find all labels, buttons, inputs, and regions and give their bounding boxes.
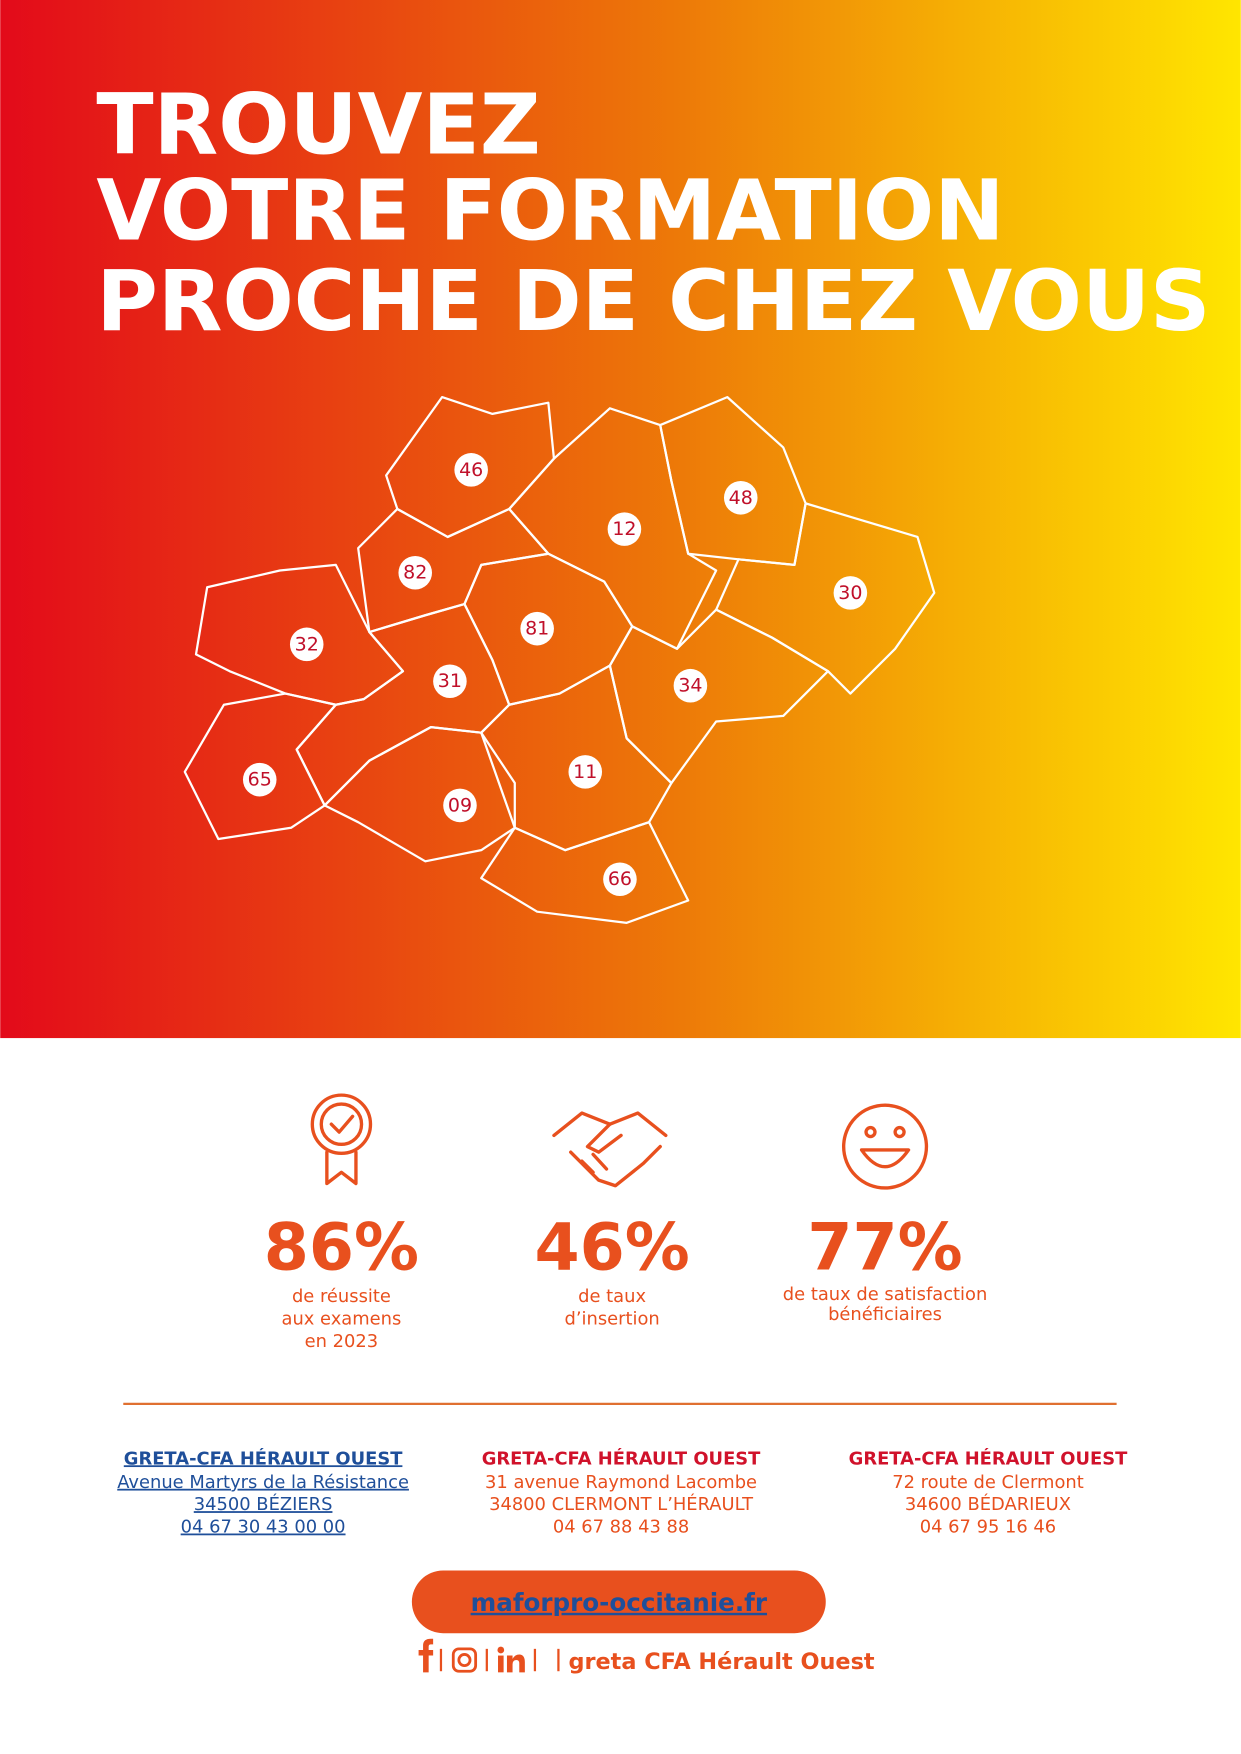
social-icons	[418, 1638, 560, 1673]
stat-caption: de taux de satisfaction	[783, 1284, 987, 1305]
address-name: GRETA-CFA HÉRAULT OUEST	[124, 1447, 403, 1469]
stat-caption: de réussite	[292, 1286, 391, 1307]
smiley-icon	[841, 1103, 929, 1190]
department: 11	[568, 755, 603, 789]
address-line: 34600 BÉDARIEUX	[905, 1493, 1071, 1515]
address-line: 31 avenue Raymond Lacombe	[485, 1472, 757, 1493]
department-number: 66	[608, 868, 632, 890]
address-line: 04 67 30 43 00 00	[181, 1517, 346, 1538]
department: 82	[398, 555, 433, 590]
department-badge	[723, 481, 758, 515]
medal-icon	[310, 1093, 373, 1186]
address-line: 72 route de Clermont	[892, 1472, 1084, 1493]
department-number: 46	[459, 459, 483, 481]
department-number: 65	[248, 769, 272, 791]
department-badge	[607, 512, 642, 546]
department: 30	[833, 576, 868, 610]
department-badge	[833, 576, 868, 610]
department: 65	[242, 762, 277, 797]
address-line: 04 67 88 43 88	[553, 1517, 689, 1538]
department: 81	[520, 611, 554, 646]
department-number: 12	[612, 518, 636, 540]
department: 12	[607, 512, 642, 546]
stat-caption: de taux	[578, 1286, 646, 1307]
website-button[interactable]	[411, 1570, 826, 1634]
department-badge	[603, 862, 637, 897]
department: 32	[289, 627, 324, 662]
department: 31	[433, 664, 467, 699]
stat-caption: aux examens	[281, 1308, 401, 1329]
website-link[interactable]: maforpro-occitanie.fr	[471, 1588, 768, 1617]
department-badge	[443, 788, 477, 823]
address-line: 34800 CLERMONT L’HÉRAULT	[489, 1493, 753, 1515]
address-name: GRETA-CFA HÉRAULT OUEST	[482, 1447, 761, 1469]
map	[183, 395, 936, 924]
department-badge	[398, 555, 433, 590]
addresses: GRETA-CFA HÉRAULT OUEST Avenue Martyrs de…	[117, 1447, 1128, 1537]
linkedin-icon[interactable]	[497, 1646, 525, 1673]
department: 46	[454, 453, 488, 487]
address-line: 04 67 95 16 46	[920, 1517, 1056, 1538]
department-number: 81	[525, 618, 549, 640]
department-labels: 46 12 48 82 30 32 81 31 34 65 11 09 66	[242, 453, 868, 897]
stat-value: 86%	[264, 1211, 419, 1286]
department-number: 11	[573, 761, 597, 783]
stat-caption: bénéficiaires	[828, 1304, 942, 1325]
department-badge	[289, 627, 324, 662]
address-line: Avenue Martyrs de la Résistance	[117, 1472, 409, 1493]
handshake-icon	[552, 1111, 668, 1188]
address-line: 34500 BÉZIERS	[194, 1493, 333, 1515]
department-number: 32	[295, 633, 319, 655]
department-number: 31	[438, 670, 462, 692]
department: 48	[723, 481, 758, 515]
department-number: 30	[838, 582, 862, 604]
department-badge	[454, 453, 488, 487]
stat-value: 46%	[534, 1211, 689, 1286]
title-line: PROCHE DE CHEZ VOUS	[96, 252, 1210, 350]
department-badge	[568, 755, 603, 789]
facebook-icon[interactable]	[418, 1638, 434, 1673]
department: 34	[673, 668, 708, 703]
social-label: greta CFA Hérault Ouest	[568, 1649, 874, 1675]
stat-caption: en 2023	[305, 1331, 379, 1352]
department: 09	[443, 788, 477, 823]
instagram-icon[interactable]	[451, 1647, 478, 1673]
department-badge	[242, 762, 277, 797]
address-name: GRETA-CFA HÉRAULT OUEST	[849, 1447, 1128, 1469]
stat-caption: d’insertion	[564, 1308, 659, 1329]
department: 66	[603, 862, 637, 897]
title-line: TROUVEZ	[96, 75, 540, 173]
department-number: 82	[403, 562, 427, 584]
department-number: 48	[729, 487, 753, 509]
department-number: 34	[678, 675, 702, 697]
department-badge	[433, 664, 467, 699]
department-badge	[673, 668, 708, 703]
department-number: 09	[448, 794, 472, 816]
stat-value: 77%	[807, 1211, 962, 1286]
title-line: VOTRE FORMATION	[96, 161, 1004, 259]
department-badge	[520, 611, 554, 646]
